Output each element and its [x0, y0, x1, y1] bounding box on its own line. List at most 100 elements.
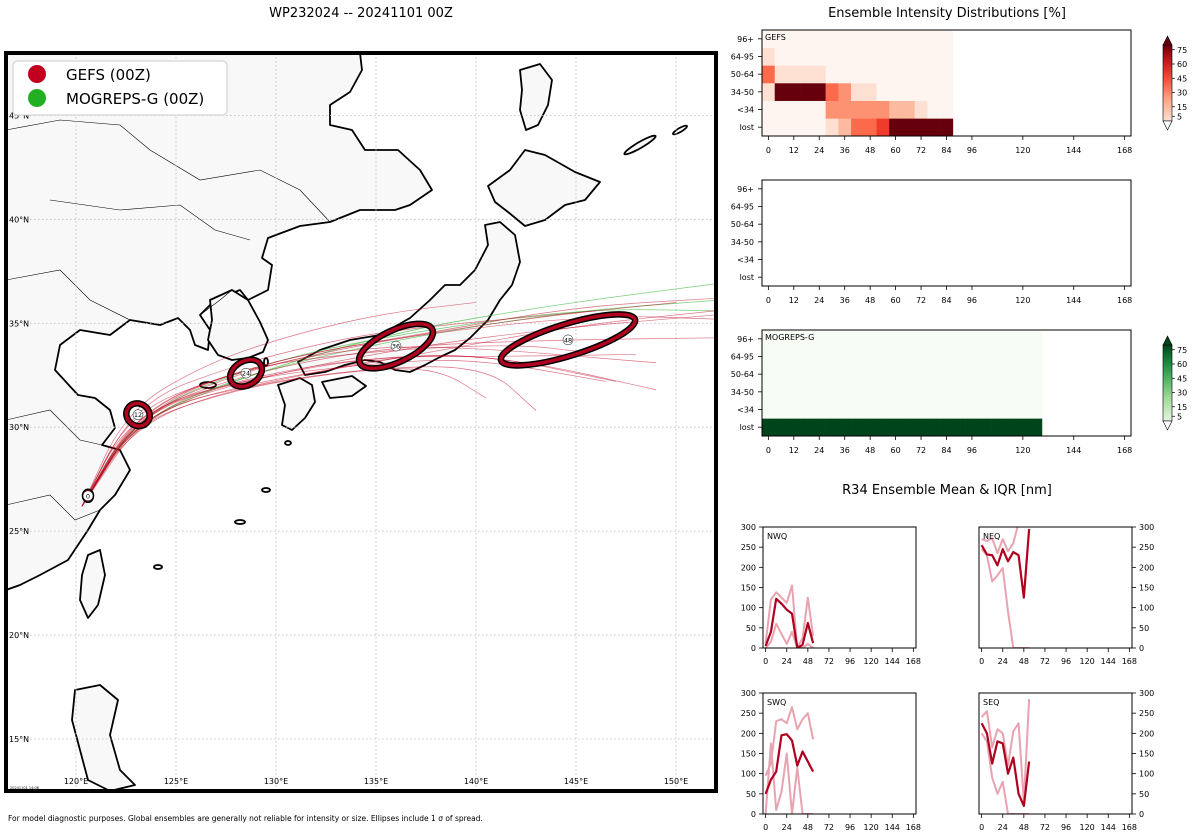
r34-y-tick-label: 200: [741, 729, 756, 738]
heat-cell: [927, 418, 941, 437]
heat-cell: [762, 83, 776, 101]
intensity-category-label: 96+: [737, 35, 754, 44]
heat-cell: [774, 365, 788, 384]
colorbar-reds: 515 30 45 60 75: [1162, 35, 1187, 131]
forecast-hour-label: 24: [782, 657, 792, 666]
heat-cell: [812, 47, 826, 66]
heat-cell: [940, 118, 954, 137]
forecast-hour-label: 84: [941, 146, 951, 155]
forecast-hour-label: 36: [840, 296, 850, 305]
heat-cell: [965, 365, 979, 384]
lon-tick-label: 120°E: [64, 777, 88, 786]
forecast-hour-label: 96: [967, 446, 977, 455]
heat-cell: [800, 83, 814, 101]
forecast-hour-label: 168: [906, 657, 921, 666]
heat-cell: [825, 118, 839, 137]
forecast-hour-label: 168: [1117, 446, 1132, 455]
r34-y-tick-label: 250: [741, 709, 756, 718]
heat-cell: [1003, 365, 1017, 384]
heat-cell: [863, 418, 877, 437]
forecast-hour-label: 72: [824, 657, 834, 666]
r34-panel-nwq: NWQ 0 24 48 72 96 120 144 168 0 50 100 150 200 250 300: [741, 523, 921, 666]
forecast-hour-label: 72: [916, 296, 926, 305]
heat-cell: [800, 118, 814, 137]
heat-cell: [965, 400, 979, 419]
heat-cell: [774, 347, 788, 366]
r34-y-tick-label: 250: [1139, 709, 1154, 718]
intensity-category-label: <34: [737, 406, 754, 415]
heat-cell: [851, 400, 865, 419]
heat-cell: [991, 365, 1005, 384]
map-frame: [4, 51, 718, 793]
heat-cell: [952, 330, 966, 348]
heat-cell: [889, 47, 903, 66]
heat-cell: [914, 118, 928, 137]
heat-cell: [1016, 418, 1030, 437]
heat-cell: [762, 330, 776, 348]
colorbar-tick-label: 75: [1177, 46, 1187, 55]
heat-cell: [1029, 365, 1043, 384]
heat-cell: [914, 400, 928, 419]
r34-frame: [978, 692, 1133, 815]
forecast-hour-label: 36: [840, 146, 850, 155]
heat-cell: [889, 83, 903, 101]
heat-cell: [927, 100, 941, 119]
r34-q75-line: [764, 706, 815, 777]
heat-cell: [863, 400, 877, 419]
r34-y-tick-label: 50: [746, 624, 756, 633]
intensity-panel-mogreps: lost <34 34-50 50-64 64-95 96+ 0 12 24 36 48 60 72 84…: [731, 329, 1132, 455]
r34-mean-line: [764, 597, 815, 648]
r34-y-tick-label: 100: [1139, 770, 1154, 779]
colorbar-tick-label: 15: [1177, 103, 1187, 112]
heat-cell: [876, 118, 890, 137]
heat-cell: [876, 330, 890, 348]
r34-y-tick-label: 0: [1139, 644, 1144, 653]
forecast-hour-label: 72: [1040, 823, 1050, 832]
forecast-hour-label: 48: [865, 296, 875, 305]
heat-cell: [914, 383, 928, 401]
forecast-hour-label: 48: [803, 657, 813, 666]
heat-cell: [812, 383, 826, 401]
intensity-category-label: <34: [737, 256, 754, 265]
heat-cell: [914, 47, 928, 66]
ellipse-hour-marker: [82, 490, 94, 502]
r34-y-tick-label: 0: [751, 810, 756, 819]
legend-box: [12, 60, 228, 116]
r34-y-tick-label: 50: [1139, 790, 1149, 799]
heat-cell: [762, 400, 776, 419]
heat-cell: [787, 418, 801, 437]
heat-cell: [927, 383, 941, 401]
intensity-panel-empty: lost <34 34-50 50-64 64-95 96+ 0 12 24 36 48 60 72 84…: [731, 179, 1132, 305]
heat-cell: [978, 365, 992, 384]
intensity-category-label: 64-95: [731, 203, 754, 212]
heat-cell: [901, 30, 915, 48]
ellipse-hour-label: 24: [242, 370, 250, 378]
heat-cell: [1003, 347, 1017, 366]
forecast-hour-label: 96: [845, 657, 855, 666]
heat-cell: [889, 347, 903, 366]
lat-tick-label: 15°N: [9, 735, 29, 744]
heat-cell: [965, 330, 979, 348]
heat-cell: [914, 330, 928, 348]
heat-cell: [940, 30, 954, 48]
forecast-hour-label: 72: [824, 823, 834, 832]
forecast-hour-label: 168: [1122, 657, 1137, 666]
forecast-hour-label: 120: [1015, 296, 1030, 305]
heat-cell: [838, 65, 852, 84]
lon-tick-label: 130°E: [264, 777, 288, 786]
r34-quadrant-label: SEQ: [983, 698, 999, 707]
r34-y-tick-label: 50: [1139, 624, 1149, 633]
colorbar-extend-bottom: [1162, 420, 1173, 431]
forecast-hour-label: 0: [979, 657, 984, 666]
heat-cell: [927, 400, 941, 419]
heat-cell: [901, 347, 915, 366]
heat-cell: [762, 118, 776, 137]
intensity-category-label: 50-64: [731, 370, 754, 379]
heat-cell: [825, 383, 839, 401]
r34-frame: [762, 526, 917, 649]
heat-cell: [940, 400, 954, 419]
heat-cell: [787, 100, 801, 119]
heat-cell: [825, 418, 839, 437]
heat-cell: [812, 65, 826, 84]
